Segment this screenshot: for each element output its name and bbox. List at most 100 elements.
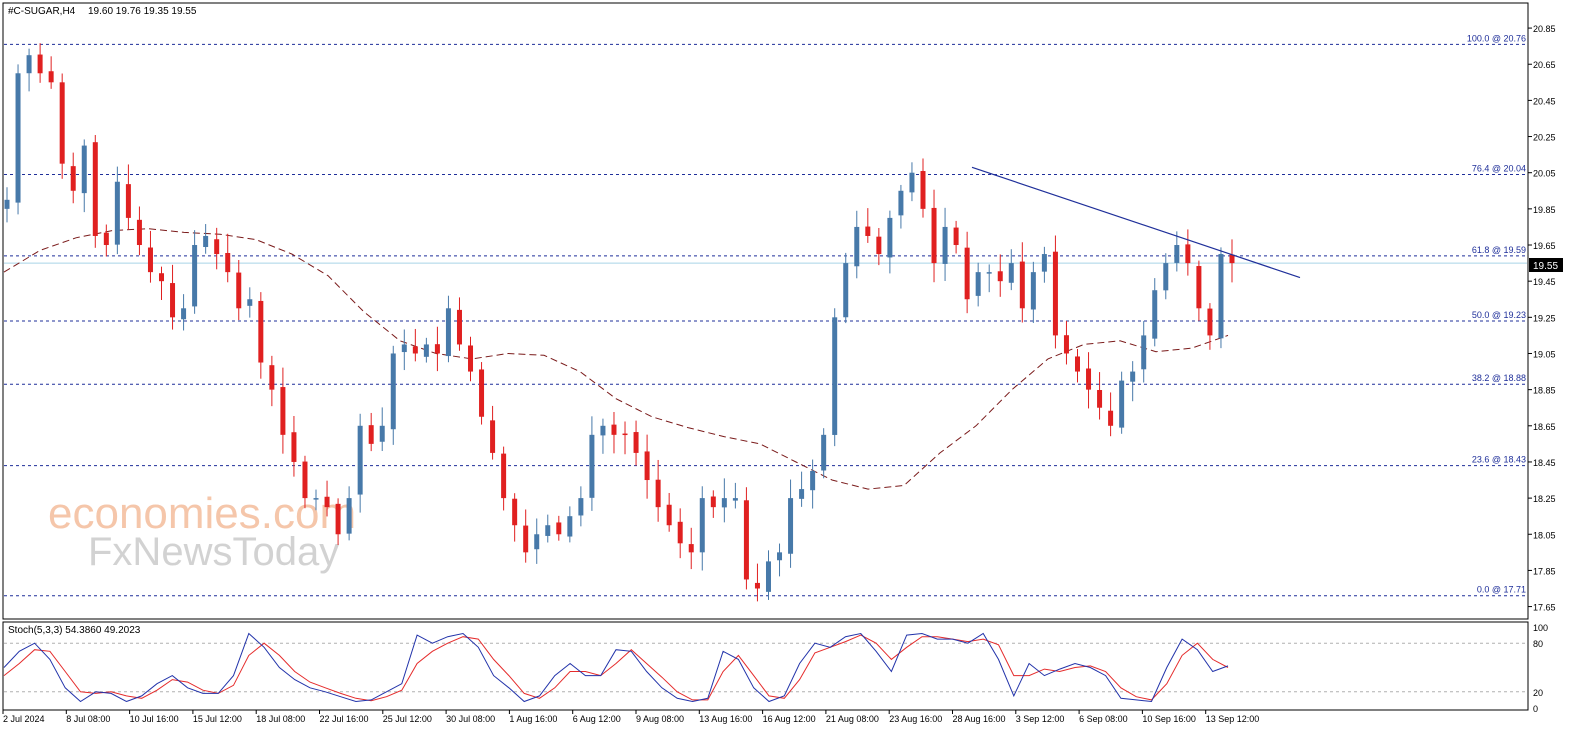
- candle-body: [490, 420, 496, 453]
- candle-body: [556, 522, 562, 535]
- x-tick-label: 15 Jul 12:00: [193, 714, 242, 724]
- candle-body: [335, 503, 341, 535]
- y-tick-label: 17.85: [1533, 566, 1556, 576]
- stoch-main-line: [3, 632, 1229, 703]
- x-tick-label: 30 Jul 08:00: [446, 714, 495, 724]
- candle-body: [1097, 390, 1103, 408]
- x-tick-label: 13 Sep 12:00: [1206, 714, 1260, 724]
- candle-body: [810, 470, 816, 491]
- candle-body: [434, 344, 440, 354]
- candle-body: [721, 498, 727, 508]
- candle-body: [1218, 254, 1224, 339]
- candle-body: [225, 252, 231, 273]
- fib-level-label: 0.0 @ 17.71: [1477, 585, 1526, 595]
- x-tick-label: 21 Aug 08:00: [826, 714, 879, 724]
- candle-body: [512, 498, 518, 526]
- candle-body: [545, 525, 551, 536]
- candle-body: [423, 344, 429, 357]
- candle-body: [1086, 368, 1092, 390]
- candle-body: [1052, 251, 1058, 336]
- candle-body: [1152, 290, 1158, 339]
- candle-body: [258, 300, 264, 363]
- y-tick-label: 20.25: [1533, 133, 1556, 143]
- y-tick-label: 17.65: [1533, 603, 1556, 613]
- candle-body: [401, 344, 407, 353]
- candle-body: [964, 247, 970, 300]
- candle-body: [103, 232, 109, 246]
- candle-body: [324, 496, 330, 508]
- stoch-lines-layer: [3, 632, 1229, 703]
- candle-body: [534, 534, 540, 550]
- watermark-line2: FxNewsToday: [88, 530, 339, 574]
- candle-body: [59, 82, 65, 164]
- x-tick-label: 10 Sep 16:00: [1142, 714, 1196, 724]
- fib-level-label: 50.0 @ 19.23: [1472, 310, 1526, 320]
- candle-body: [1063, 335, 1069, 354]
- y-tick-label: 19.25: [1533, 313, 1556, 323]
- candle-body: [280, 387, 286, 435]
- candle-body: [170, 283, 176, 318]
- candle-body: [953, 227, 959, 246]
- x-tick-label: 6 Sep 08:00: [1079, 714, 1128, 724]
- x-tick-label: 6 Aug 12:00: [573, 714, 621, 724]
- descending-trendline: [971, 166, 1301, 279]
- candle-body: [788, 498, 794, 554]
- candle-body: [147, 247, 153, 273]
- candle-body: [942, 226, 948, 264]
- candle-body: [1008, 263, 1014, 283]
- candle-body: [865, 226, 871, 236]
- candle-body: [181, 308, 187, 320]
- x-tick-label: 8 Jul 08:00: [66, 714, 110, 724]
- stoch-tick-label: 100: [1533, 623, 1548, 633]
- candle-body: [445, 308, 451, 357]
- candle-body: [313, 498, 319, 500]
- candles-layer: [4, 43, 1235, 602]
- candle-body: [777, 552, 783, 561]
- candle-body: [710, 496, 716, 508]
- candle-body: [136, 219, 142, 246]
- candle-body: [600, 425, 606, 436]
- fib-level-label: 38.2 @ 18.88: [1472, 373, 1526, 383]
- candle-body: [644, 451, 650, 481]
- candle-body: [622, 433, 628, 436]
- x-tick-label: 22 Jul 16:00: [320, 714, 369, 724]
- candle-body: [159, 273, 165, 282]
- x-tick-label: 2 Jul 2024: [3, 714, 45, 724]
- candle-body: [479, 369, 485, 417]
- y-tick-label: 18.85: [1533, 386, 1556, 396]
- symbol-title: #C-SUGAR,H4: [8, 6, 76, 17]
- candle-body: [523, 525, 529, 553]
- candle-body: [887, 217, 893, 258]
- y-tick-label: 18.25: [1533, 494, 1556, 504]
- y-tick-label: 19.65: [1533, 241, 1556, 251]
- candle-body: [456, 309, 462, 345]
- fib-level-label: 100.0 @ 20.76: [1467, 33, 1526, 43]
- candle-body: [1130, 371, 1136, 382]
- candle-body: [390, 353, 396, 430]
- candle-body: [125, 184, 131, 218]
- fib-labels-layer: 100.0 @ 20.76 76.4 @ 20.04 61.8 @ 19.59 50.…: [1467, 33, 1526, 594]
- candle-body: [412, 346, 418, 354]
- candle-body: [578, 498, 584, 516]
- candle-body: [1119, 380, 1125, 428]
- fib-level-label: 76.4 @ 20.04: [1472, 164, 1526, 174]
- candle-body: [975, 272, 981, 296]
- y-tick-label: 20.85: [1533, 24, 1556, 34]
- candle-body: [379, 425, 385, 442]
- candle-body: [843, 263, 849, 318]
- candle-body: [346, 498, 352, 534]
- x-tick-label: 1 Aug 16:00: [509, 714, 557, 724]
- candle-body: [501, 453, 507, 499]
- y-axis-ticks: 20.85 20.65 20.45 20.25 20.05 19.85 19.65 19.45…: [1528, 24, 1556, 613]
- candle-body: [269, 365, 275, 390]
- candle-body: [81, 145, 87, 194]
- stoch-label: Stoch(5,3,3) 54.3860 49.2023: [8, 625, 141, 636]
- candle-body: [1185, 244, 1191, 264]
- candle-body: [236, 272, 242, 309]
- candle-body: [357, 425, 363, 495]
- x-tick-label: 10 Jul 16:00: [130, 714, 179, 724]
- y-tick-label: 19.45: [1533, 277, 1556, 287]
- candle-body: [302, 461, 308, 499]
